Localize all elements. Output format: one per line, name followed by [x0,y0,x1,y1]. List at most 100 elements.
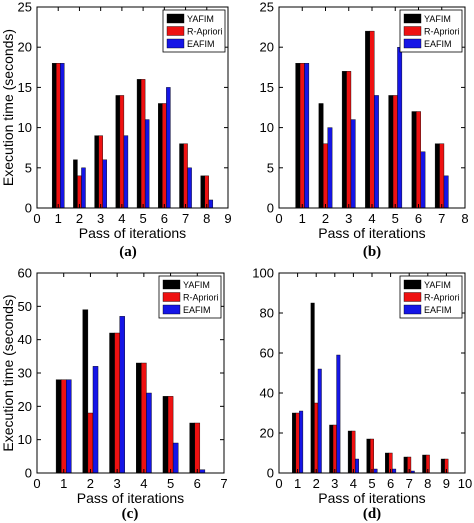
x-tick-label: 1 [60,476,67,491]
x-tick-label: 4 [350,476,357,491]
x-tick-label: 6 [194,476,201,491]
bar-eafim-pass-4 [354,458,359,474]
x-tick-label: 0 [33,476,40,491]
bar-eafim-pass-7 [443,175,449,209]
bar-eafim-pass-5 [172,442,179,474]
x-tick-label: 2 [76,211,83,226]
bar-r-apriori-pass-5 [140,79,146,209]
bar-eafim-pass-4 [146,392,152,474]
x-tick-label: 7 [220,476,227,491]
x-tick-label: 2 [322,211,329,226]
y-tick-label: 15 [18,80,32,95]
y-tick-label: 10 [18,120,32,135]
bar-eafim-pass-1 [66,379,72,474]
y-tick-label: 10 [260,120,274,135]
bar-r-apriori-pass-8 [204,175,209,209]
bar-yafim-pass-4 [365,30,370,209]
bar-yafim-pass-7 [179,143,184,209]
bar-eafim-pass-2 [317,368,322,474]
bar-eafim-pass-7 [187,167,192,209]
bar-eafim-pass-4 [123,135,129,209]
legend-entry-r-apriori: R-Apriori [183,293,219,303]
x-axis-label: Pass of iterations [79,225,186,241]
bar-yafim-pass-5 [366,438,371,474]
x-axis-label: Pass of iterations [77,490,184,506]
axes-frame [36,6,229,209]
bar-r-apriori-pass-2 [323,143,328,209]
legend-entry-eafim: EAFIM [424,39,452,49]
legend-entry-r-apriori: R-Apriori [424,293,460,303]
legend-entry-yafim: YAFIM [183,280,210,290]
legend-swatch-eafim [403,304,422,315]
x-tick-label: 2 [87,476,94,491]
bar-yafim-pass-6 [385,452,390,474]
bar-yafim-pass-4 [347,430,352,474]
x-tick-label: 3 [114,476,121,491]
y-tick-label: 20 [18,399,32,414]
bar-yafim-pass-5 [136,79,142,209]
x-tick-label: 3 [345,211,352,226]
legend-swatch-r-apriori [403,26,422,36]
bar-yafim-pass-9 [440,458,445,474]
y-tick-label: 25 [18,0,32,15]
bar-r-apriori-pass-6 [162,103,167,209]
x-tick-label: 5 [368,476,375,491]
panel-label: (a) [119,244,137,260]
bar-r-apriori-pass-4 [141,362,147,474]
bar-r-apriori-pass-7 [183,143,188,209]
x-tick-label: 2 [313,476,320,491]
x-tick-label: 1 [299,211,306,226]
x-tick-label: 5 [167,476,174,491]
x-tick-label: 4 [140,476,147,491]
chart-panel-3: 0 1 2 3 4 5 6 7 0 10 20 30 40 50 60 Pass of iterations E… [0,266,228,523]
bar-r-apriori-pass-1 [299,63,305,209]
bar-r-apriori-pass-4 [369,30,375,209]
bar-yafim-pass-3 [341,71,347,209]
y-tick-label: 40 [260,386,274,401]
bar-r-apriori-pass-3 [114,332,120,474]
bar-r-apriori-pass-7 [439,143,445,209]
x-tick-label: 3 [331,476,338,491]
bar-yafim-pass-2 [82,309,89,474]
legend-swatch-yafim [403,279,422,290]
bar-eafim-pass-6 [420,151,426,209]
x-tick-label: 10 [458,476,472,491]
y-tick-label: 0 [25,466,32,481]
bar-r-apriori-pass-3 [332,424,337,474]
bar-yafim-pass-2 [73,159,78,209]
bar-r-apriori-pass-1 [60,379,67,474]
y-tick-label: 100 [252,266,274,281]
bar-eafim-pass-3 [336,354,341,474]
x-tick-label: 7 [438,211,445,226]
legend-entry-yafim: YAFIM [424,280,451,290]
x-tick-label: 8 [424,476,431,491]
x-tick-label: 4 [118,211,125,226]
bar-yafim-pass-2 [310,302,315,474]
y-axis-label: Execution time (seconds) [0,294,16,451]
bar-eafim-pass-8 [208,199,214,209]
bar-yafim-pass-1 [292,412,297,474]
bar-eafim-pass-5 [144,119,150,209]
legend-entry-eafim: EAFIM [424,305,452,315]
x-tick-label: 6 [415,211,422,226]
bar-eafim-pass-3 [350,119,356,209]
y-tick-label: 15 [260,80,274,95]
bar-yafim-pass-2 [318,103,324,209]
bar-yafim-pass-8 [422,454,427,474]
y-tick-label: 60 [260,346,274,361]
bar-yafim-pass-4 [115,95,121,209]
legend-entry-eafim: EAFIM [187,39,215,49]
y-tick-label: 20 [260,426,274,441]
y-tick-label: 40 [18,332,32,347]
bar-yafim-pass-7 [434,143,440,209]
legend-swatch-r-apriori [403,292,422,302]
legend-entry-r-apriori: R-Apriori [187,27,223,37]
panel-label: (d) [363,506,381,522]
legend-entry-yafim: YAFIM [187,14,214,24]
x-tick-label: 1 [294,476,301,491]
y-tick-label: 60 [18,266,32,281]
chart-panel-2: 0 1 2 3 4 5 6 7 8 0 5 10 15 20 25 Pass of iterations (b)… [260,0,469,260]
x-tick-label: 6 [161,211,168,226]
